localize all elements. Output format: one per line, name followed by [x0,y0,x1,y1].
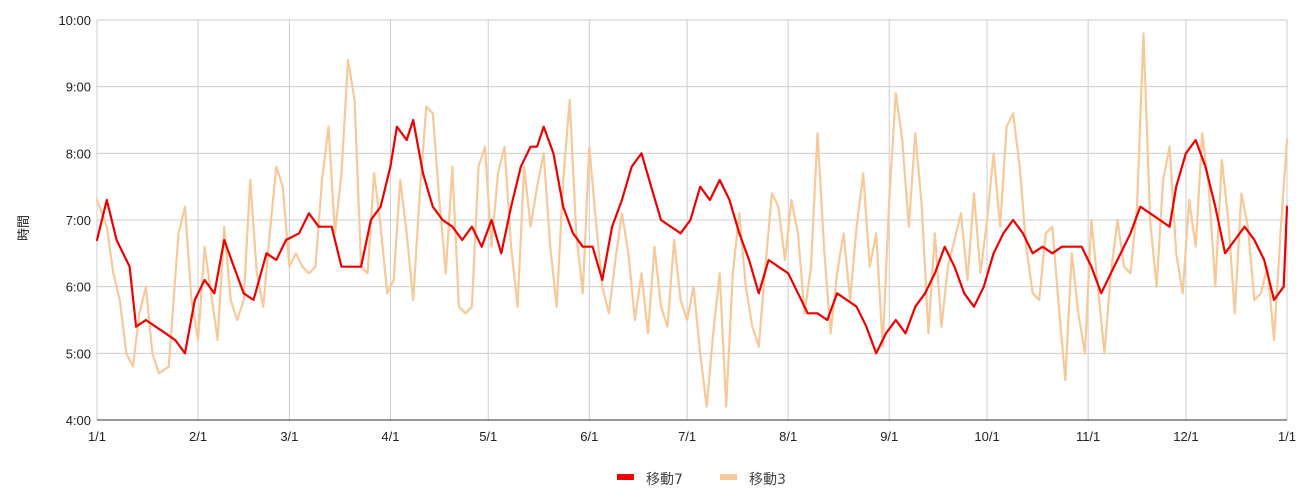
x-tick-label: 8/1 [779,429,797,444]
legend: 移動7 移動3 [617,472,786,488]
x-tick-label: 5/1 [479,429,497,444]
y-tick-label: 8:00 [66,146,91,161]
x-tick-label: 12/1 [1173,429,1198,444]
legend-swatch-2 [720,474,737,480]
y-tick-label: 7:00 [66,213,91,228]
legend-label-2: 移動3 [749,472,786,488]
x-tick-label: 1/1 [88,429,106,444]
legend-label-1: 移動7 [646,472,683,488]
x-tick-label: 3/1 [280,429,298,444]
series-line-1 [95,118,1289,355]
x-tick-label: 10/1 [974,429,999,444]
grid [96,19,1288,421]
x-tick-label: 2/1 [189,429,207,444]
x-tick-label: 4/1 [381,429,399,444]
y-tick-label: 6:00 [66,280,91,295]
legend-swatch-1 [617,474,634,480]
x-tick-label: 11/1 [1076,429,1100,444]
series-layer [95,32,1289,408]
x-axis-ticks: 1/1 2/1 3/1 4/1 5/1 6/1 7/1 8/1 9/1 10/1 11/1 12/1 1… [88,429,1296,444]
y-axis-ticks: 4:00 5:00 6:00 7:00 8:00 9:00 10:00 [58,13,91,428]
series-line-2 [95,32,1289,408]
x-tick-label: 6/1 [580,429,598,444]
y-axis-label: 時間 [17,215,32,241]
y-tick-label: 4:00 [66,413,91,428]
x-tick-label: 7/1 [678,429,696,444]
y-tick-label: 10:00 [58,13,91,28]
x-tick-label: 1/1 [1278,429,1296,444]
y-tick-label: 5:00 [66,346,91,361]
x-tick-label: 9/1 [880,429,898,444]
y-tick-label: 9:00 [66,80,91,95]
